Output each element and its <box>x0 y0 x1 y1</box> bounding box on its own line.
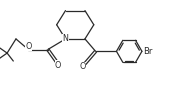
Text: O: O <box>55 61 61 70</box>
Text: Br: Br <box>143 47 153 56</box>
Text: N: N <box>62 34 68 43</box>
Text: O: O <box>80 62 86 71</box>
Text: O: O <box>25 42 32 51</box>
